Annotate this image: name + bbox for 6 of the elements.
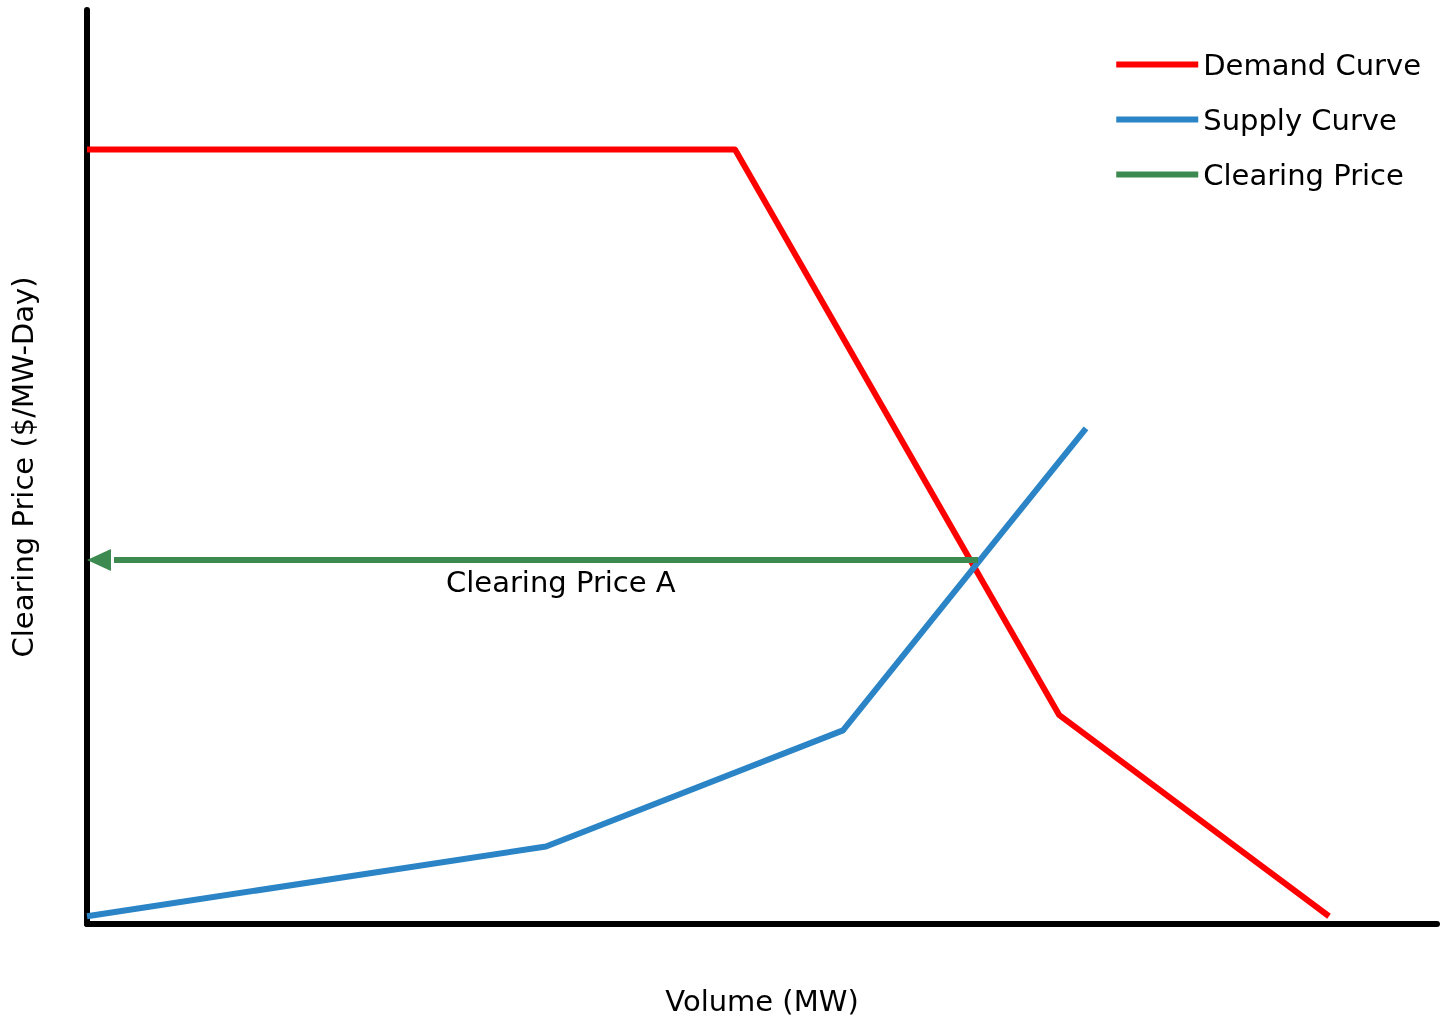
legend-label: Clearing Price bbox=[1203, 157, 1404, 192]
annotation: Clearing Price A bbox=[446, 565, 676, 600]
x-axis-title: Volume (MW) bbox=[665, 983, 859, 1018]
legend-label: Supply Curve bbox=[1203, 102, 1397, 137]
y-axis-title: Clearing Price ($/MW-Day) bbox=[5, 276, 40, 658]
legend-label: Demand Curve bbox=[1203, 47, 1422, 82]
